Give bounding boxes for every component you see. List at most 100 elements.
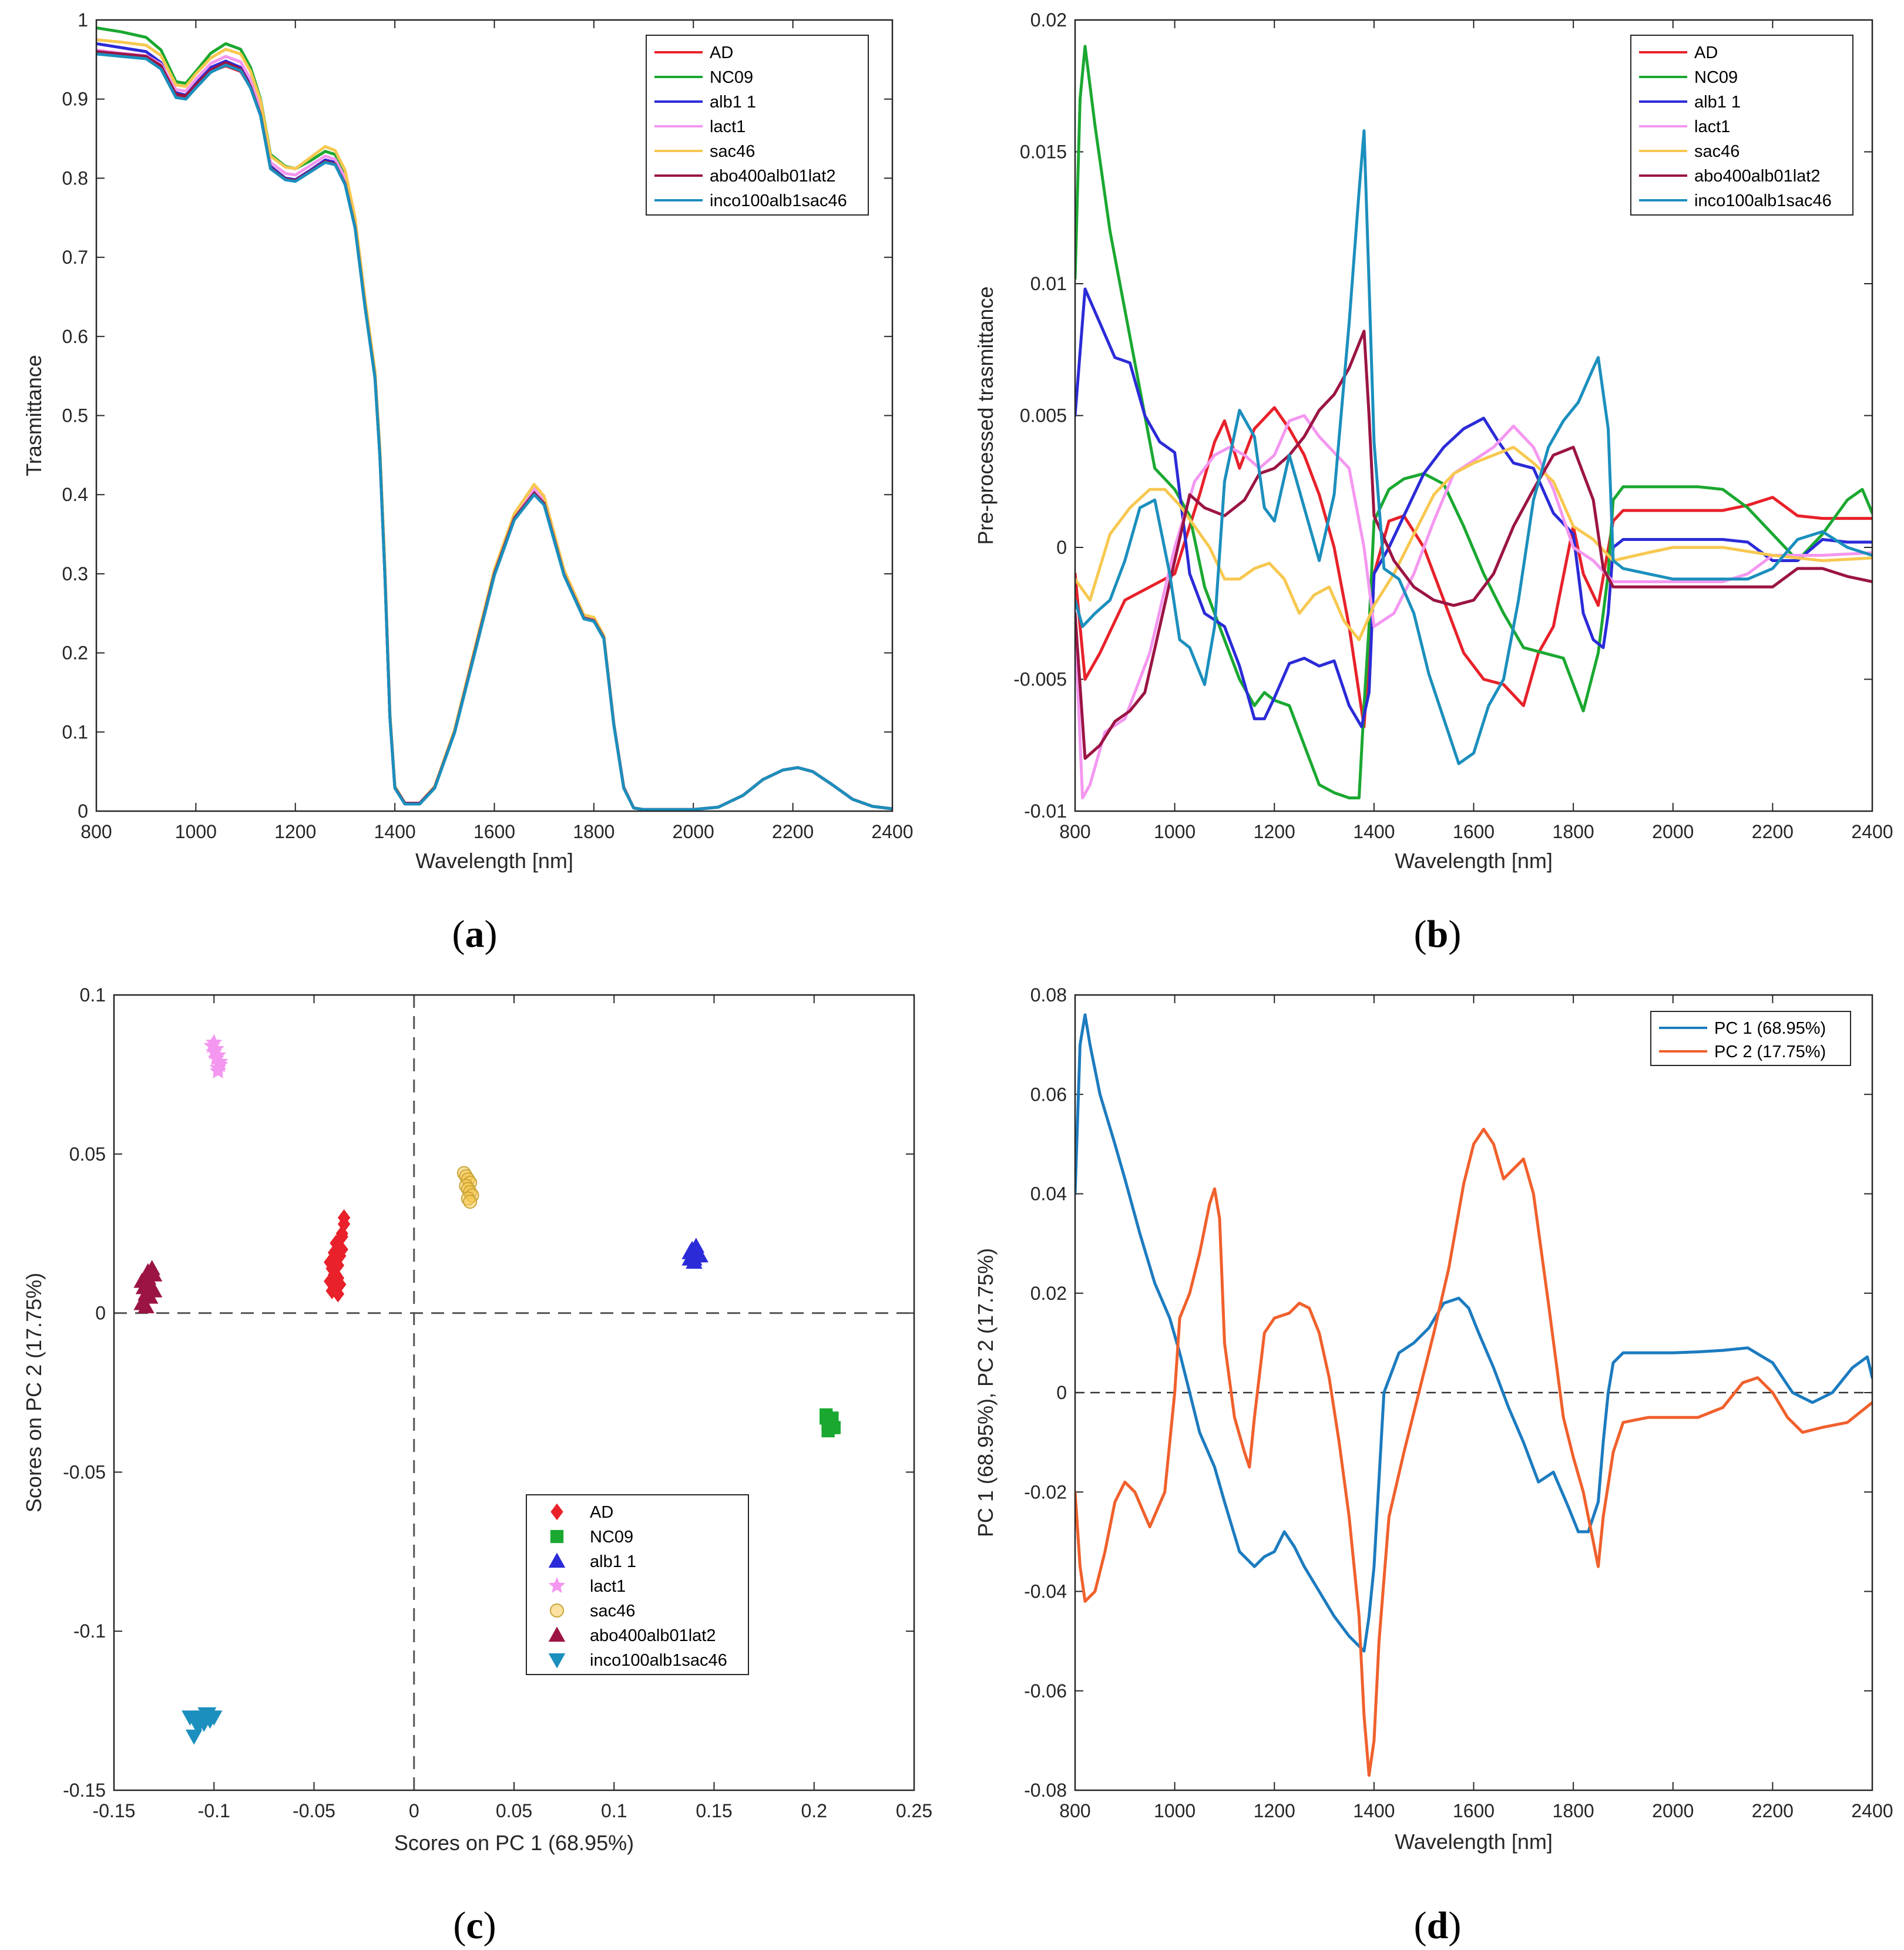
caption-a: (a): [452, 913, 498, 956]
x-tick-label: 0: [409, 1800, 419, 1821]
legend: AD NC09 alb1 1 lact1 sac46 abo400alb01lat2 inc…: [1630, 35, 1853, 216]
y-tick-label: 0: [95, 1303, 106, 1324]
series-line-alb1-1: [1075, 287, 1872, 728]
y-tick-label: 0.05: [69, 1144, 106, 1165]
x-tick-label: 0.2: [801, 1800, 827, 1821]
y-tick-label: 0.015: [1020, 142, 1067, 163]
point-ad: [331, 1269, 345, 1287]
legend-item-ad: AD: [550, 1503, 613, 1522]
legend-label: NC09: [590, 1528, 633, 1546]
point-ad: [330, 1250, 342, 1268]
y-tick-label: -0.1: [73, 1620, 106, 1642]
legend-label: PC 2 (17.75%): [1714, 1043, 1826, 1061]
legend-label: alb1 1: [590, 1552, 636, 1571]
legend-item-sac46: sac46: [654, 142, 755, 161]
x-tick-label: 800: [1059, 821, 1090, 842]
point-ad: [335, 1228, 348, 1245]
x-tick-label: 0.05: [496, 1800, 532, 1821]
legend-label: lact1: [1694, 117, 1730, 136]
x-tick-label: 1200: [1254, 821, 1295, 842]
legend-label: inco100alb1sac46: [590, 1651, 727, 1670]
point-lact1: [209, 1063, 227, 1079]
legend-item-sac46: sac46: [1639, 142, 1740, 161]
x-tick-label: 1000: [175, 821, 217, 842]
legend-label: abo400alb01lat2: [1694, 167, 1820, 186]
legend-item-abo400alb01lat2: abo400alb01lat2: [1639, 167, 1820, 186]
point-inco100alb1sac46: [197, 1707, 214, 1723]
series-inco100alb1sac46: [182, 1707, 223, 1745]
legend-label: PC 1 (68.95%): [1714, 1019, 1826, 1038]
legend-item-pc-1-68-95: PC 1 (68.95%): [1659, 1019, 1826, 1038]
y-tick-label: 0.6: [62, 326, 88, 347]
legend-marker: [548, 1626, 566, 1642]
legend-marker: [550, 1529, 564, 1544]
y-tick-label: 0.2: [62, 643, 88, 664]
series-nc09: [820, 1408, 841, 1438]
point-abo400alb01lat2: [133, 1272, 150, 1288]
legend-label: sac46: [590, 1602, 635, 1620]
legend-item-ad: AD: [654, 43, 733, 62]
legend-label: alb1 1: [1694, 93, 1741, 112]
legend-item-alb1-1: alb1 1: [548, 1552, 636, 1571]
legend-item-lact1: lact1: [1639, 117, 1730, 136]
point-ad: [337, 1209, 351, 1226]
legend-label: sac46: [710, 142, 755, 161]
plot-area: [114, 995, 914, 1790]
series-line-inco100alb1sac46: [1075, 129, 1872, 765]
y-tick-label: 0: [1056, 1382, 1067, 1403]
y-tick-label: 0: [1056, 537, 1067, 558]
caption-d: (d): [1414, 1904, 1462, 1947]
legend-label: lact1: [590, 1577, 626, 1596]
series-pc-2-17-75: [1075, 1128, 1872, 1777]
y-tick-label: -0.08: [1024, 1780, 1067, 1801]
y-tick-label: 0.02: [1030, 1283, 1067, 1304]
y-tick-label: 0.1: [80, 984, 106, 1006]
y-tick-label: 0.01: [1030, 273, 1067, 294]
legend-label: lact1: [710, 117, 746, 136]
x-tick-label: 1600: [1453, 1800, 1495, 1821]
point-alb1-1: [687, 1238, 705, 1253]
y-tick-label: 0.4: [62, 484, 88, 505]
legend-label: inco100alb1sac46: [710, 191, 847, 210]
legend-item-inco100alb1sac46: inco100alb1sac46: [548, 1651, 727, 1670]
panel-a: 800 1000 1200 1400 1600 1800 2000 2200 2400 0 0.1 0…: [22, 9, 914, 873]
axes-frame: [95, 19, 894, 812]
panel-d: 800 1000 1200 1400 1600 1800 2000 2200 2400 -0.08…: [973, 984, 1893, 1854]
y-tick-label: -0.05: [63, 1461, 106, 1482]
legend: AD NC09 alb1 1 lact1 sac46 abo400alb01lat2 inc…: [646, 35, 869, 216]
x-tick-label: -0.15: [93, 1800, 136, 1821]
y-tick-label: -0.005: [1013, 669, 1067, 690]
point-alb1-1: [686, 1250, 703, 1266]
x-tick-label: 1600: [1453, 821, 1495, 842]
legend-item-lact1: lact1: [548, 1577, 626, 1596]
x-tick-label: -0.1: [198, 1800, 230, 1821]
series-line-pc-1-68-95: [1075, 1013, 1872, 1653]
x-tick-label: 1800: [1553, 1800, 1594, 1821]
y-tick-label: 0.06: [1030, 1084, 1067, 1105]
legend-label: AD: [590, 1503, 613, 1522]
series-sac46: [456, 1166, 479, 1209]
x-tick-label: 2000: [1652, 1800, 1694, 1821]
y-tick-label: 0.005: [1020, 405, 1067, 426]
y-tick-label: -0.02: [1024, 1481, 1067, 1502]
y-axis-label: Pre-processed trasmittance: [973, 286, 998, 544]
legend-item-nc09: NC09: [654, 68, 753, 87]
series-abo400alb01lat2: [133, 1260, 163, 1313]
x-tick-label: 1600: [474, 821, 515, 842]
legend-item-inco100alb1sac46: inco100alb1sac46: [1639, 191, 1832, 210]
legend-label: abo400alb01lat2: [710, 167, 835, 186]
series-pc-1-68-95: [1075, 1013, 1872, 1653]
series-sac46: [1075, 445, 1872, 641]
legend-item-nc09: NC09: [1639, 68, 1738, 87]
y-tick-label: 0.9: [62, 89, 88, 110]
legend-label: NC09: [1694, 68, 1738, 87]
x-tick-label: 2000: [673, 821, 714, 842]
point-lact1: [206, 1043, 223, 1060]
legend-item-abo400alb01lat2: abo400alb01lat2: [654, 167, 835, 186]
x-tick-label: 2200: [1752, 821, 1794, 842]
point-abo400alb01lat2: [139, 1263, 157, 1279]
point-inco100alb1sac46: [185, 1729, 203, 1745]
legend: PC 1 (68.95%) PC 2 (17.75%): [1650, 1011, 1851, 1066]
legend-label: abo400alb01lat2: [590, 1626, 716, 1645]
legend-box: [1650, 1011, 1851, 1066]
